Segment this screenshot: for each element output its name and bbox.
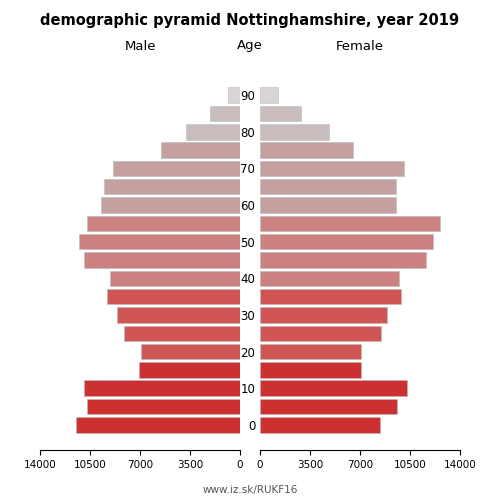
- Bar: [260, 88, 278, 103]
- Bar: [260, 234, 433, 250]
- Bar: [260, 179, 396, 194]
- Bar: [260, 362, 362, 378]
- Bar: [260, 270, 398, 286]
- Text: Age: Age: [237, 40, 263, 52]
- Bar: [260, 160, 404, 176]
- Bar: [260, 417, 380, 432]
- Bar: [87, 216, 240, 231]
- Bar: [87, 399, 240, 414]
- Bar: [260, 307, 387, 323]
- Bar: [228, 88, 240, 103]
- Bar: [260, 252, 426, 268]
- Bar: [124, 326, 240, 341]
- Bar: [260, 197, 396, 213]
- Bar: [260, 142, 353, 158]
- Bar: [260, 106, 302, 121]
- Bar: [84, 252, 240, 268]
- Bar: [260, 399, 397, 414]
- Text: Female: Female: [336, 40, 384, 52]
- Bar: [78, 234, 240, 250]
- Text: www.iz.sk/RUKF16: www.iz.sk/RUKF16: [202, 485, 298, 495]
- Bar: [162, 142, 240, 158]
- Bar: [260, 380, 407, 396]
- Bar: [210, 106, 240, 121]
- Bar: [110, 270, 240, 286]
- Text: demographic pyramid Nottinghamshire, year 2019: demographic pyramid Nottinghamshire, yea…: [40, 12, 460, 28]
- Bar: [260, 344, 362, 360]
- Bar: [260, 216, 440, 231]
- Text: Male: Male: [124, 40, 156, 52]
- Bar: [260, 326, 382, 341]
- Bar: [84, 380, 240, 396]
- Bar: [142, 344, 240, 360]
- Bar: [113, 160, 240, 176]
- Bar: [76, 417, 240, 432]
- Bar: [186, 124, 240, 140]
- Bar: [260, 124, 328, 140]
- Bar: [138, 362, 240, 378]
- Bar: [102, 197, 240, 213]
- Bar: [104, 179, 240, 194]
- Bar: [260, 289, 402, 304]
- Bar: [107, 289, 240, 304]
- Bar: [117, 307, 240, 323]
